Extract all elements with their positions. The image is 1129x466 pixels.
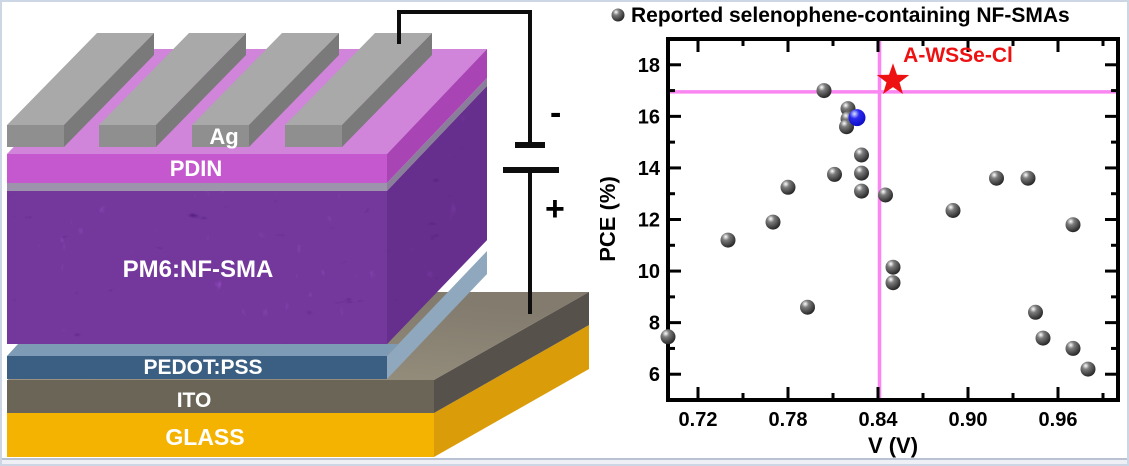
ag-bar-front [99, 125, 156, 147]
interlayer-side [387, 78, 487, 191]
data-point [854, 147, 869, 163]
data-point [854, 165, 869, 181]
data-point [1080, 361, 1096, 377]
ag-bar-side [156, 33, 246, 147]
x-tick-label: 0.72 [679, 409, 718, 431]
ag-bar-top [192, 33, 339, 125]
ag-bar-side [342, 33, 432, 147]
ag-bar-side [249, 33, 339, 147]
y-tick-label: 12 [638, 210, 660, 232]
data-point [885, 259, 901, 275]
glass-label: GLASS [165, 424, 244, 450]
pdin-layer-front [7, 154, 387, 183]
x-tick-label: 0.78 [769, 409, 808, 431]
ag-label: Ag [209, 124, 238, 149]
data-point [1035, 330, 1051, 346]
data-point [878, 187, 893, 203]
y-tick-label: 16 [638, 106, 660, 128]
data-point [765, 214, 781, 230]
data-point [660, 329, 676, 345]
active-layer-front [7, 191, 387, 344]
interlayer-front [7, 183, 387, 191]
circuit-wire-top [397, 10, 532, 142]
star-marker [876, 63, 910, 94]
ag-bar-top [285, 33, 432, 125]
y-tick-label: 14 [638, 158, 661, 180]
x-tick-label: 0.84 [859, 409, 899, 431]
positive-terminal-label: + [545, 190, 565, 228]
data-point [720, 232, 736, 248]
ag-bar-front [192, 125, 249, 147]
ito-layer-side [434, 292, 589, 413]
ag-bar-top [7, 33, 154, 125]
legend-sphere-icon [611, 8, 625, 22]
y-tick-label: 10 [638, 261, 660, 283]
data-point [1020, 170, 1036, 186]
data-point [885, 275, 901, 291]
data-point [800, 299, 815, 315]
pedot-top-sliver [7, 344, 398, 356]
data-point [945, 203, 961, 218]
pedot-label: PEDOT:PSS [143, 356, 262, 379]
glass-layer-side [434, 325, 589, 457]
ag-bar-top [99, 33, 246, 125]
ito-label: ITO [177, 389, 212, 412]
bottom-divider [2, 458, 1127, 460]
y-tick-label: 18 [638, 55, 660, 77]
data-point [854, 183, 869, 199]
y-tick-label: 8 [649, 313, 660, 335]
data-point [827, 166, 842, 182]
ag-bar-side [64, 33, 154, 147]
data-point [989, 170, 1004, 186]
highlight-data-point [848, 109, 866, 127]
ag-bar-front [285, 125, 342, 147]
data-point [780, 179, 796, 195]
ito-layer-front [7, 380, 434, 413]
x-tick-label: 0.90 [949, 409, 988, 431]
device-schematic: Ag PDIN PM6:NF-SMA PEDOT:PSS ITO GLASS -… [7, 10, 589, 457]
negative-terminal-label: - [550, 94, 561, 132]
active-layer-label: PM6:NF-SMA [123, 256, 274, 283]
x-tick-label: 0.96 [1039, 409, 1078, 431]
ag-bar-front [7, 125, 64, 147]
legend-label: Reported selenophene-containing NF-SMAs [631, 4, 1070, 27]
ag-electrode-bars [7, 33, 432, 147]
glass-layer-front [7, 413, 434, 457]
data-point [816, 83, 832, 99]
pedot-layer-side [387, 251, 487, 379]
data-point [1028, 304, 1043, 320]
y-tick-label: 6 [649, 364, 660, 386]
pdin-layer-side [387, 49, 487, 183]
data-point [1065, 217, 1081, 233]
star-annotation-label: A-WSSe-Cl [903, 44, 1013, 67]
data-point [839, 119, 854, 135]
pce-voc-chart: 0.72 0.78 0.84 0.90 0.96 6 8 10 12 14 16 18 Reporte… [600, 4, 1120, 458]
pdin-label: PDIN [170, 156, 223, 181]
bottom-strip [2, 460, 1127, 464]
pedot-layer-front [7, 356, 387, 379]
data-point [1065, 340, 1081, 356]
x-axis-title: V (V) [868, 433, 918, 458]
y-axis-title: PCE (%) [600, 176, 620, 262]
